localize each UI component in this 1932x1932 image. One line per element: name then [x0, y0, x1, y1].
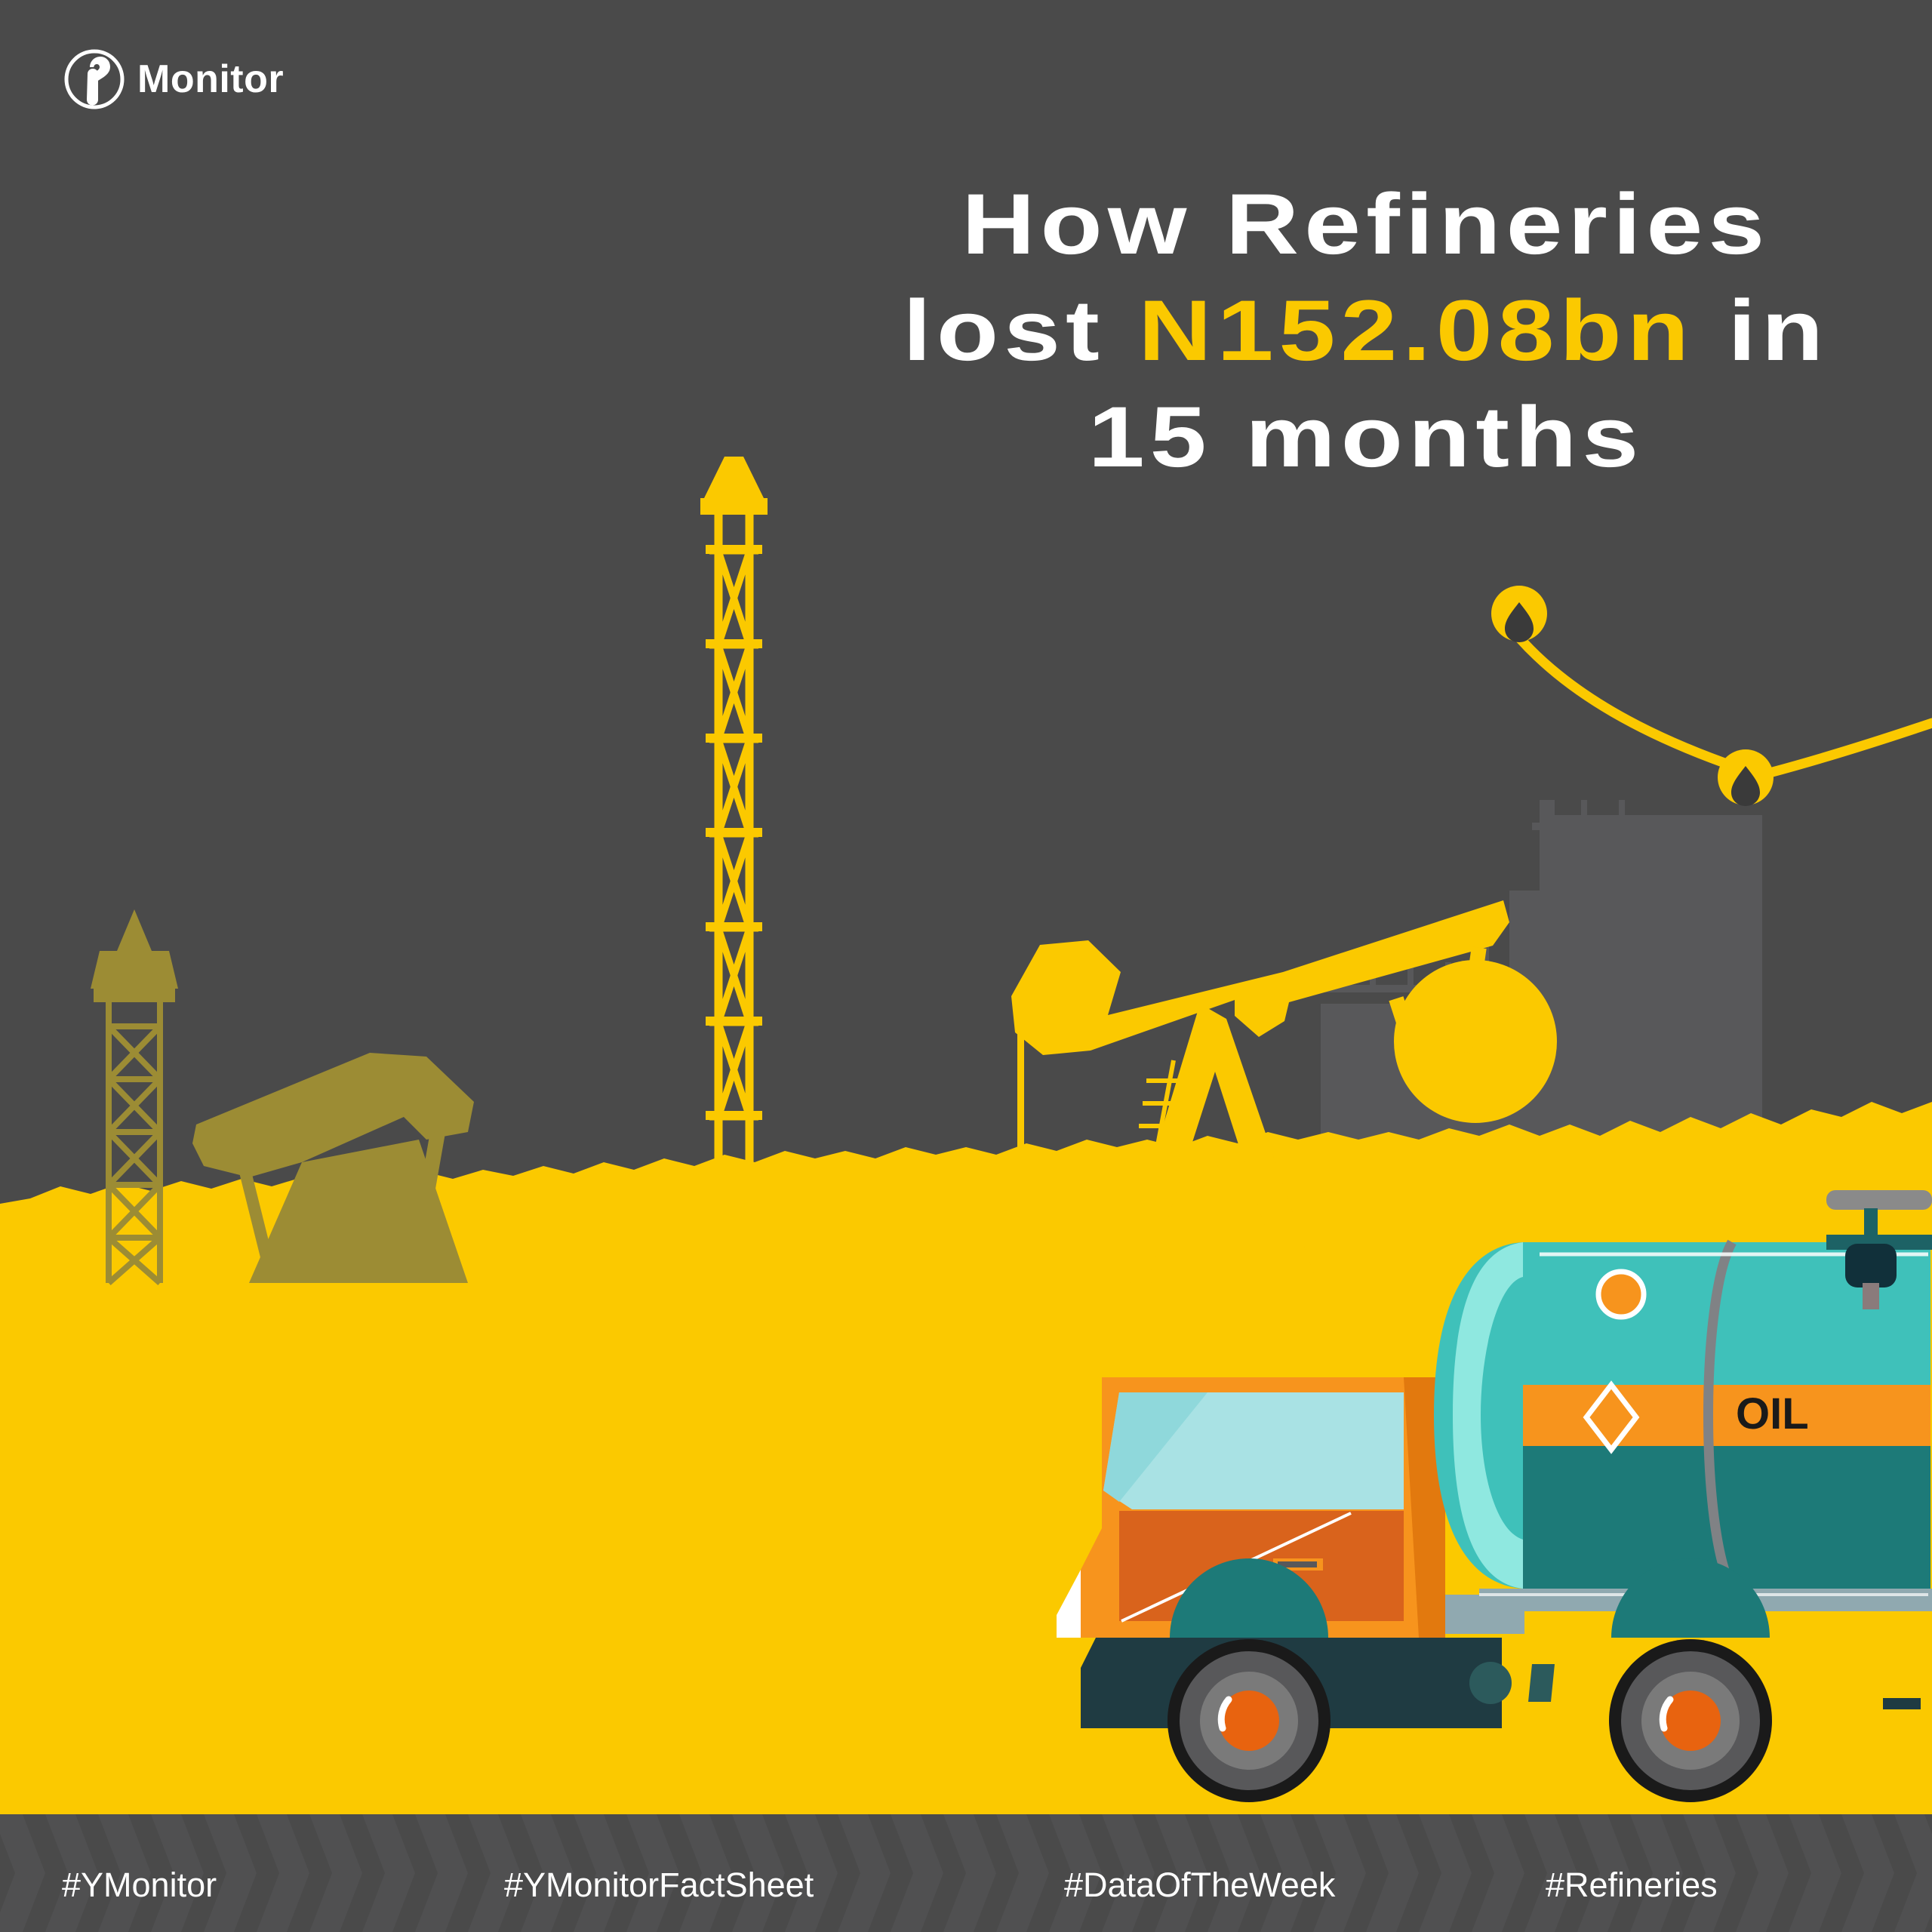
svg-text:OIL: OIL [1736, 1389, 1809, 1438]
